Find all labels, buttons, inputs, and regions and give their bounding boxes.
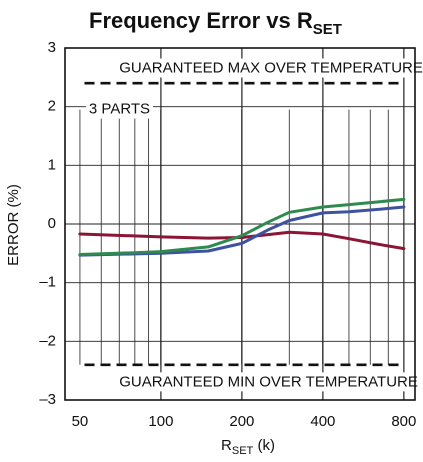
annotations: GUARANTEED MAX OVER TEMPERATURE 3 PARTS GU… — [85, 58, 423, 392]
series-line — [78, 205, 406, 257]
annotation: GUARANTEED MAX OVER TEMPERATURE — [119, 60, 423, 77]
x-tick-label: 50 — [72, 413, 89, 430]
x-axis-label-main: R — [221, 437, 232, 454]
series-lines — [78, 197, 406, 257]
chart-title-sub: SET — [313, 21, 342, 38]
y-tick-label: 3 — [48, 39, 56, 56]
annotation-bg — [116, 58, 423, 78]
y-tick-label: 0 — [48, 215, 56, 232]
y-tick-label: 2 — [48, 98, 56, 115]
annotation: GUARANTEED MIN OVER TEMPERATURE — [119, 373, 418, 390]
x-tick-label: 400 — [310, 413, 335, 430]
y-tick-label: –1 — [39, 274, 56, 291]
x-axis-label: RSET (k) — [221, 437, 275, 457]
series-line — [78, 230, 406, 251]
x-tick-label: 200 — [229, 413, 254, 430]
annotation-bg — [85, 99, 154, 119]
annotation-bg — [116, 372, 421, 392]
limit-lines — [84, 81, 404, 367]
x-tick-label: 800 — [391, 413, 416, 430]
x-tick-label: 100 — [148, 413, 173, 430]
y-tick-label: –2 — [39, 332, 56, 349]
y-tick-label: 1 — [48, 156, 56, 173]
x-axis-label-sub: SET — [232, 445, 254, 457]
annotation: 3 PARTS — [89, 101, 150, 118]
chart-title-main: Frequency Error vs R — [89, 8, 313, 33]
y-axis-label: ERROR (%) — [5, 184, 22, 266]
plot-frame — [64, 47, 416, 401]
chart-title: Frequency Error vs RSET — [89, 8, 342, 38]
y-tick-label: –3 — [39, 391, 56, 408]
x-axis-label-tail: (k) — [253, 437, 275, 454]
series-line — [78, 197, 406, 256]
tick-labels: 50 100 200 400 800 3 2 1 0 –1 –2 –3 — [39, 39, 416, 430]
